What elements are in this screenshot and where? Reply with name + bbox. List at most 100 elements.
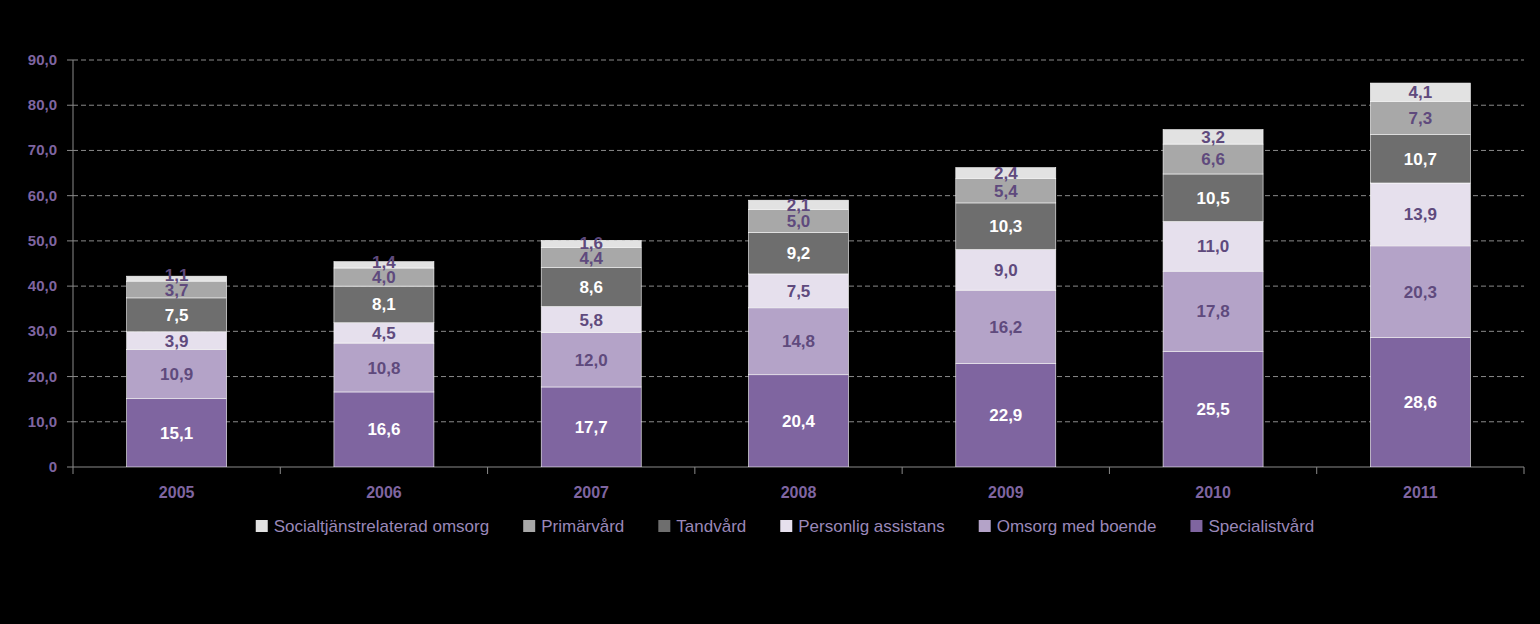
y-tick-label: 0 [49, 458, 57, 475]
bar-segment [1370, 135, 1470, 183]
y-tick [67, 376, 73, 377]
x-tick-label: 2009 [988, 484, 1024, 501]
x-tick-label: 2011 [1403, 484, 1438, 501]
bar-segment [334, 323, 434, 343]
bar-segment [541, 333, 641, 387]
data-label: 1,6 [579, 234, 603, 253]
data-label: 16,2 [989, 318, 1022, 337]
data-label: 10,9 [160, 365, 193, 384]
bar-segment [1370, 83, 1470, 102]
x-tick [280, 467, 281, 474]
legend-item: Omsorg med boende [979, 517, 1157, 536]
legend-swatch [523, 520, 535, 532]
legend-label: Tandvård [676, 517, 746, 536]
data-label: 22,9 [989, 406, 1022, 425]
y-axis [73, 60, 74, 467]
bar-segment [1370, 338, 1470, 467]
data-label: 17,8 [1197, 302, 1230, 321]
legend-label: Personlig assistans [798, 517, 944, 536]
bar-segment [127, 349, 227, 398]
x-tick [902, 467, 903, 474]
legend-label: Primärvård [541, 517, 624, 536]
bar-segment [1370, 246, 1470, 338]
bar-segment [1163, 271, 1263, 351]
legend-item: Primärvård [523, 517, 624, 536]
y-tick-label: 10,0 [28, 413, 57, 430]
data-label: 15,1 [160, 424, 193, 443]
legend-swatch [256, 520, 268, 532]
bar-segment [1163, 144, 1263, 174]
chart: 010,020,030,040,050,060,070,080,090,015,… [0, 0, 1540, 624]
data-label: 13,9 [1404, 205, 1437, 224]
data-label: 6,6 [1201, 150, 1225, 169]
y-tick-label: 50,0 [28, 232, 57, 249]
data-label: 8,6 [579, 278, 603, 297]
bar-segment [1163, 221, 1263, 271]
data-label: 1,1 [165, 266, 189, 285]
data-label: 16,6 [367, 420, 400, 439]
data-label: 17,7 [575, 418, 608, 437]
bar-segment [1370, 183, 1470, 246]
bar-segment [749, 375, 849, 467]
y-tick-label: 40,0 [28, 277, 57, 294]
y-tick [67, 195, 73, 196]
y-tick [67, 60, 73, 61]
data-label: 2,4 [994, 164, 1018, 183]
legend-item: Personlig assistans [780, 517, 944, 536]
y-tick [67, 331, 73, 332]
data-label: 8,1 [372, 295, 396, 314]
y-tick-label: 60,0 [28, 187, 57, 204]
data-label: 1,4 [372, 253, 396, 272]
bar-segment [541, 268, 641, 307]
data-label: 7,5 [165, 306, 189, 325]
bar-segment [956, 203, 1056, 250]
bar-segment [1370, 102, 1470, 135]
x-tick [1524, 467, 1525, 474]
bar-segment [541, 306, 641, 332]
data-label: 12,0 [575, 351, 608, 370]
legend-label: Specialistvård [1208, 517, 1314, 536]
y-tick [67, 240, 73, 241]
y-tick-label: 20,0 [28, 368, 57, 385]
x-tick [1316, 467, 1317, 474]
x-tick [487, 467, 488, 474]
legend: Socialtjänstrelaterad omsorg Primärvård Ta… [256, 517, 1315, 536]
bar-segment [541, 387, 641, 467]
data-label: 28,6 [1404, 393, 1437, 412]
bar-segment [956, 290, 1056, 363]
data-label: 10,8 [367, 359, 400, 378]
x-tick-label: 2007 [573, 484, 609, 501]
grid-line [73, 60, 1524, 61]
data-label: 3,9 [165, 332, 189, 351]
x-tick-label: 2005 [159, 484, 195, 501]
background [0, 0, 1540, 624]
data-label: 10,3 [989, 217, 1022, 236]
y-tick [67, 421, 73, 422]
y-tick [67, 105, 73, 106]
y-tick [67, 150, 73, 151]
y-tick-label: 30,0 [28, 322, 57, 339]
y-tick-label: 90,0 [28, 51, 57, 68]
bars [127, 83, 1471, 467]
data-labels: 15,110,93,97,53,71,116,610,84,58,14,01,4… [160, 83, 1437, 443]
x-tick [73, 467, 74, 474]
data-label: 7,5 [787, 282, 811, 301]
data-label: 25,5 [1197, 400, 1230, 419]
legend-swatch [979, 520, 991, 532]
data-label: 20,3 [1404, 283, 1437, 302]
data-label: 9,0 [994, 261, 1018, 280]
bar-segment [749, 308, 849, 375]
data-label: 14,8 [782, 332, 815, 351]
bar-segment [334, 286, 434, 323]
data-label: 10,7 [1404, 150, 1437, 169]
bar-segment [334, 343, 434, 392]
x-tick [694, 467, 695, 474]
data-label: 20,4 [782, 412, 816, 431]
data-label: 5,4 [994, 182, 1018, 201]
data-label: 10,5 [1197, 189, 1230, 208]
bar-segment [956, 363, 1056, 467]
legend-item: Socialtjänstrelaterad omsorg [256, 517, 489, 536]
data-label: 4,5 [372, 324, 396, 343]
data-label: 3,2 [1201, 128, 1225, 147]
grid-line [73, 105, 1524, 106]
